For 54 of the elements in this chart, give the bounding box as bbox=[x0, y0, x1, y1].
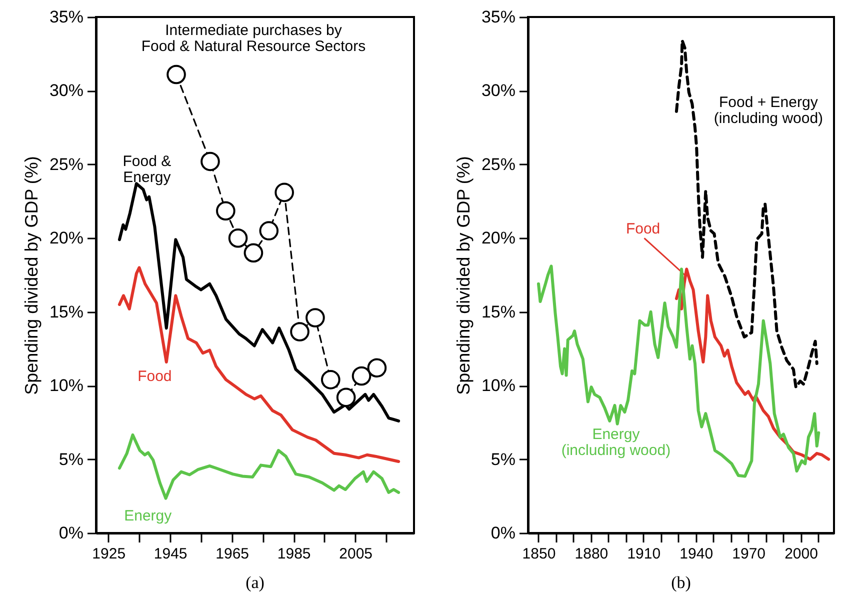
y-tick-label: 0% bbox=[58, 524, 84, 542]
y-tick-label: 0% bbox=[490, 524, 516, 542]
point bbox=[320, 370, 340, 390]
y-tick-label: 5% bbox=[490, 450, 516, 469]
point bbox=[216, 201, 236, 221]
x-tick-label: 1965 bbox=[216, 546, 250, 562]
text: Intermediate purchases by Food & Natural Resource Sectors bbox=[141, 22, 366, 55]
x-tick-label: 1925 bbox=[92, 546, 126, 562]
series-label: Food bbox=[138, 368, 172, 385]
y-tick-label: 15% bbox=[481, 302, 516, 322]
y-tick-label: 35% bbox=[481, 8, 516, 26]
x-tick-label: 1970 bbox=[732, 546, 766, 562]
line-series bbox=[118, 266, 400, 463]
x-tick-label: 1985 bbox=[277, 546, 311, 562]
x-tick-label: 1850 bbox=[522, 546, 556, 562]
y-tick-label: 35% bbox=[49, 8, 84, 26]
y-tick-label: 25% bbox=[481, 154, 516, 174]
y-tick-label: 10% bbox=[49, 376, 84, 396]
y-tick-label: 25% bbox=[49, 154, 84, 174]
point bbox=[200, 152, 220, 172]
text: Food bbox=[626, 220, 660, 238]
y-tick-label: 20% bbox=[49, 228, 84, 248]
point bbox=[352, 366, 372, 386]
point bbox=[244, 243, 264, 263]
x-tick-label: 1910 bbox=[627, 546, 661, 562]
y-tick-label: 30% bbox=[49, 81, 84, 100]
line-series bbox=[118, 433, 400, 500]
point bbox=[274, 182, 294, 202]
series-label: Food + Energy (including wood) bbox=[714, 94, 824, 128]
x-tick-label: 1940 bbox=[680, 546, 714, 562]
text: (b) bbox=[671, 573, 691, 592]
point bbox=[166, 64, 186, 84]
y-tick-label: 30% bbox=[481, 81, 516, 100]
series-label: Food & Energy bbox=[122, 152, 172, 186]
point bbox=[367, 358, 387, 378]
x-tick-label: 1880 bbox=[574, 546, 608, 562]
y-tick-label: 20% bbox=[481, 228, 516, 248]
point bbox=[228, 228, 248, 248]
y-tick-label: 15% bbox=[49, 302, 84, 322]
y-axis-title: Spending divided by GDP (%) bbox=[21, 156, 42, 395]
point bbox=[336, 388, 356, 408]
series-label: Energy bbox=[124, 507, 172, 524]
y-axis-title: Spending divided by GDP (%) bbox=[453, 156, 474, 395]
series-label: Energy (including wood) bbox=[561, 426, 671, 459]
y-tick-label: 5% bbox=[58, 450, 84, 469]
text: (a) bbox=[246, 573, 264, 592]
point bbox=[259, 221, 279, 240]
point bbox=[306, 308, 325, 328]
y-tick-label: 10% bbox=[481, 376, 516, 396]
x-tick-label: 2005 bbox=[339, 546, 373, 562]
x-tick-label: 2000 bbox=[784, 546, 818, 562]
x-tick-label: 1945 bbox=[154, 546, 188, 562]
line-series bbox=[536, 264, 820, 478]
point bbox=[290, 322, 310, 342]
